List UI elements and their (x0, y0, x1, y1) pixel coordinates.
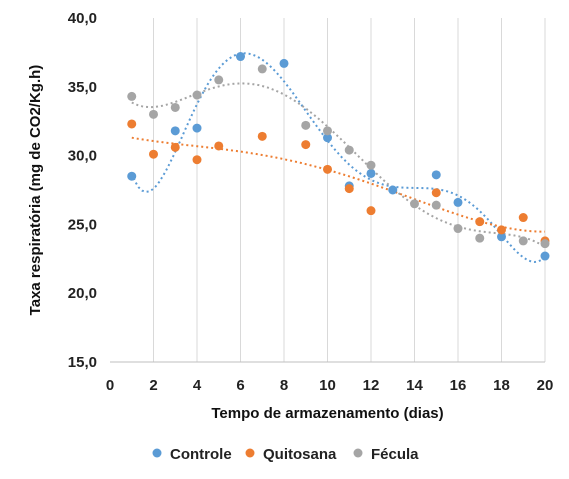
x-tick-label: 6 (236, 377, 244, 394)
legend: Controle Quitosana Fécula (152, 446, 419, 463)
data-points (127, 52, 550, 261)
data-point-1 (149, 149, 158, 159)
y-tick-label: 35,0 (68, 79, 97, 96)
data-point-0 (323, 133, 332, 143)
y-tick-label: 15,0 (68, 354, 97, 371)
data-point-2 (192, 90, 202, 100)
legend-marker-2 (353, 448, 363, 458)
data-point-0 (497, 232, 506, 242)
data-point-2 (518, 236, 528, 246)
data-point-1 (127, 119, 137, 129)
y-tick-label: 20,0 (68, 285, 97, 302)
data-point-2 (149, 109, 158, 119)
data-point-0 (192, 123, 202, 133)
x-tick-label: 12 (363, 377, 380, 394)
x-tick-label: 0 (106, 377, 114, 394)
x-tick-label: 16 (450, 377, 467, 394)
data-point-1 (518, 213, 528, 223)
y-tick-label: 30,0 (68, 148, 97, 165)
y-tick-label: 25,0 (68, 216, 97, 233)
x-axis-ticks: 0 2 4 6 8 10 12 14 16 18 20 (106, 377, 554, 394)
x-tick-label: 18 (493, 377, 510, 394)
data-point-0 (279, 58, 289, 68)
legend-label-0: Controle (170, 446, 232, 463)
data-point-2 (366, 160, 376, 170)
data-point-1 (170, 142, 180, 152)
data-point-0 (540, 251, 550, 261)
data-point-2 (475, 233, 485, 243)
data-point-0 (236, 52, 245, 62)
data-point-1 (257, 131, 267, 141)
data-point-2 (453, 224, 463, 234)
data-point-2 (344, 145, 354, 155)
legend-label-1: Quitosana (263, 446, 337, 463)
gridlines (153, 18, 546, 362)
legend-label-2: Fécula (371, 446, 419, 463)
data-point-0 (366, 168, 376, 178)
y-tick-label: 40,0 (68, 10, 97, 27)
data-point-1 (344, 184, 354, 194)
data-point-1 (214, 141, 224, 151)
data-point-1 (366, 206, 376, 216)
y-axis-ticks: 15,0 20,0 25,0 30,0 35,0 40,0 (68, 10, 97, 371)
data-point-1 (475, 217, 485, 227)
x-tick-label: 14 (406, 377, 423, 394)
data-point-2 (323, 126, 332, 136)
data-point-0 (431, 170, 441, 180)
data-point-2 (214, 75, 224, 85)
data-point-2 (410, 199, 419, 209)
data-point-0 (388, 185, 398, 195)
trendline-1 (131, 136, 545, 233)
legend-marker-1 (245, 448, 255, 458)
data-point-2 (257, 64, 267, 74)
y-axis-title: Taxa respiratória (mg de CO2/Kg.h) (27, 65, 44, 316)
data-point-2 (301, 120, 311, 130)
data-point-0 (453, 197, 463, 207)
x-tick-label: 4 (193, 377, 202, 394)
data-point-1 (323, 164, 332, 174)
data-point-2 (127, 91, 137, 101)
data-point-1 (431, 188, 441, 198)
data-point-1 (497, 225, 506, 235)
data-point-0 (127, 171, 137, 181)
data-point-2 (170, 102, 180, 112)
data-point-1 (192, 155, 202, 165)
x-axis-title: Tempo de armazenamento (dias) (211, 405, 443, 422)
legend-marker-0 (152, 448, 162, 458)
data-point-2 (540, 239, 550, 249)
x-tick-label: 20 (537, 377, 554, 394)
x-tick-label: 8 (280, 377, 288, 394)
x-tick-label: 10 (319, 377, 336, 394)
data-point-0 (170, 126, 180, 136)
data-point-1 (301, 140, 311, 150)
x-tick-label: 2 (149, 377, 157, 394)
data-point-2 (431, 200, 441, 210)
